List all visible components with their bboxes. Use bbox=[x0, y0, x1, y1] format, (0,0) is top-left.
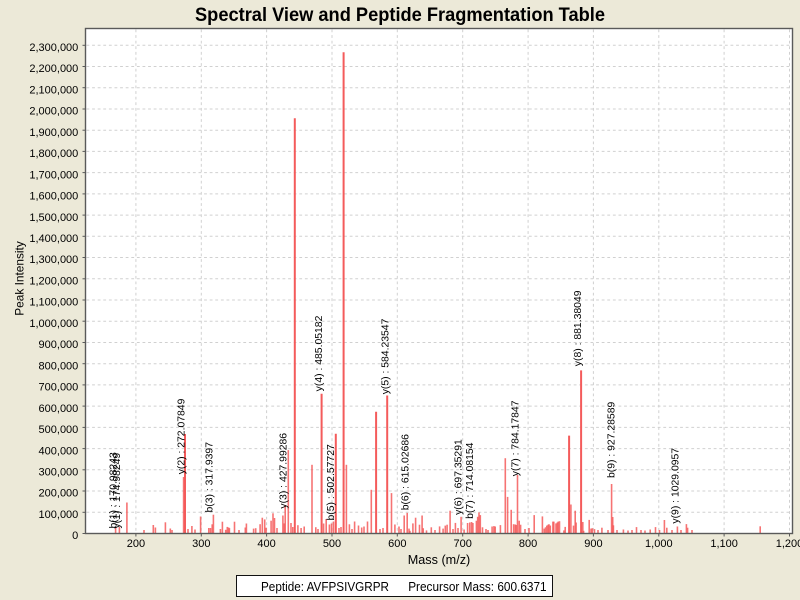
svg-text:Peptide: AVFPSIVGRPR: Peptide: AVFPSIVGRPR bbox=[261, 580, 389, 594]
svg-text:600,000: 600,000 bbox=[39, 403, 79, 415]
svg-text:y(8) : 881.38049: y(8) : 881.38049 bbox=[573, 290, 584, 366]
svg-text:2,300,000: 2,300,000 bbox=[29, 42, 78, 54]
svg-text:b(7) : 714.08154: b(7) : 714.08154 bbox=[465, 442, 476, 518]
svg-text:600: 600 bbox=[388, 538, 406, 550]
svg-text:y(9) : 1029.0957: y(9) : 1029.0957 bbox=[671, 448, 682, 524]
svg-text:1,400,000: 1,400,000 bbox=[29, 233, 78, 245]
svg-text:400: 400 bbox=[257, 538, 275, 550]
svg-text:2,200,000: 2,200,000 bbox=[29, 63, 78, 75]
svg-text:1,000: 1,000 bbox=[645, 538, 673, 550]
svg-text:2,100,000: 2,100,000 bbox=[29, 84, 78, 96]
svg-text:2,000,000: 2,000,000 bbox=[29, 106, 78, 118]
svg-text:700: 700 bbox=[454, 538, 472, 550]
svg-text:300: 300 bbox=[192, 538, 210, 550]
svg-text:200: 200 bbox=[127, 538, 145, 550]
svg-text:b(1) : 170.98243: b(1) : 170.98243 bbox=[109, 452, 120, 528]
svg-text:y(3) : 427.99286: y(3) : 427.99286 bbox=[279, 433, 290, 509]
svg-text:400,000: 400,000 bbox=[39, 445, 79, 457]
svg-text:700,000: 700,000 bbox=[39, 382, 79, 394]
svg-text:1,900,000: 1,900,000 bbox=[29, 127, 78, 139]
svg-text:500: 500 bbox=[323, 538, 341, 550]
svg-text:y(2) : 272.07849: y(2) : 272.07849 bbox=[177, 398, 188, 474]
svg-text:y(4) : 485.05182: y(4) : 485.05182 bbox=[314, 315, 325, 391]
svg-text:Precursor Mass: 600.6371: Precursor Mass: 600.6371 bbox=[408, 580, 546, 594]
svg-text:1,100: 1,100 bbox=[710, 538, 738, 550]
svg-text:1,200: 1,200 bbox=[776, 538, 800, 550]
svg-text:800: 800 bbox=[519, 538, 537, 550]
svg-text:900: 900 bbox=[584, 538, 602, 550]
svg-text:1,800,000: 1,800,000 bbox=[29, 148, 78, 160]
svg-text:b(5) : 502.57727: b(5) : 502.57727 bbox=[326, 444, 337, 520]
svg-text:1,600,000: 1,600,000 bbox=[29, 191, 78, 203]
svg-text:0: 0 bbox=[72, 530, 78, 542]
svg-text:900,000: 900,000 bbox=[39, 339, 79, 351]
svg-text:y(1) : 174.98249: y(1) : 174.98249 bbox=[112, 453, 123, 529]
svg-text:b(9) : 927.28589: b(9) : 927.28589 bbox=[607, 402, 618, 478]
svg-text:y(6) : 697.35291: y(6) : 697.35291 bbox=[453, 439, 464, 515]
svg-text:Mass (m/z): Mass (m/z) bbox=[408, 553, 471, 567]
svg-text:1,300,000: 1,300,000 bbox=[29, 254, 78, 266]
svg-text:1,500,000: 1,500,000 bbox=[29, 212, 78, 224]
svg-text:b(6) : 615.02686: b(6) : 615.02686 bbox=[400, 434, 411, 510]
svg-text:y(5) : 584.23547: y(5) : 584.23547 bbox=[381, 318, 392, 394]
svg-text:1,700,000: 1,700,000 bbox=[29, 169, 78, 181]
svg-text:100,000: 100,000 bbox=[39, 509, 79, 521]
svg-text:800,000: 800,000 bbox=[39, 360, 79, 372]
svg-text:300,000: 300,000 bbox=[39, 467, 79, 479]
svg-text:b(3) : 317.9397: b(3) : 317.9397 bbox=[205, 442, 216, 513]
svg-text:Peak Intensity: Peak Intensity bbox=[13, 241, 27, 316]
svg-text:500,000: 500,000 bbox=[39, 424, 79, 436]
svg-text:1,000,000: 1,000,000 bbox=[29, 318, 78, 330]
svg-text:Spectral View and Peptide Frag: Spectral View and Peptide Fragmentation … bbox=[195, 4, 605, 26]
svg-text:1,200,000: 1,200,000 bbox=[29, 276, 78, 288]
svg-text:200,000: 200,000 bbox=[39, 488, 79, 500]
svg-text:y(7) : 784.17847: y(7) : 784.17847 bbox=[510, 400, 521, 476]
svg-text:1,100,000: 1,100,000 bbox=[29, 297, 78, 309]
